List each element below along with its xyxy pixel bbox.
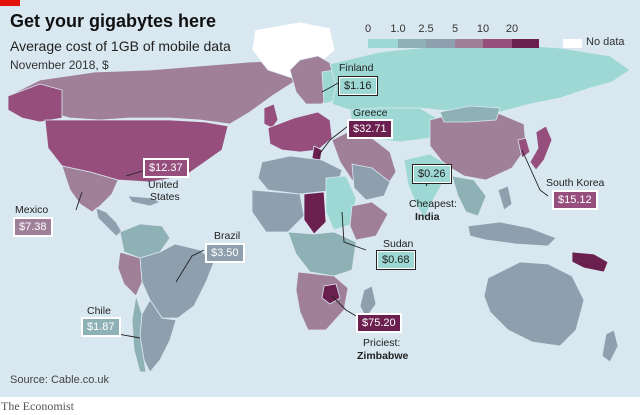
us-price: $12.37 — [143, 158, 189, 178]
zimbabwe-label: Zimbabwe — [357, 350, 409, 362]
finland-price: $1.16 — [338, 76, 378, 96]
legend-swatch-3 — [455, 39, 483, 48]
mexico-price: $7.38 — [13, 217, 53, 237]
madagascar-shape — [359, 285, 377, 319]
finland-leader — [321, 81, 341, 93]
alaska-shape — [7, 83, 63, 123]
greece-label: Greece — [353, 107, 388, 119]
southern-africa-shape — [295, 271, 349, 331]
legend-swatch-0 — [368, 39, 398, 48]
mongolia-shape — [439, 105, 501, 123]
south-korea-label: South Korea — [546, 177, 605, 189]
uk-shape — [263, 103, 279, 129]
legend-tick: 20 — [505, 23, 519, 35]
brazil-leader — [175, 249, 205, 283]
legend-swatch-4 — [483, 39, 512, 48]
new-zealand-shape — [601, 329, 619, 363]
andes-shape — [117, 251, 143, 297]
brand-red-tag — [0, 0, 20, 6]
map-panel: Get your gigabytes here Average cost of … — [0, 0, 640, 397]
south-korea-price: $15.12 — [552, 190, 598, 210]
chart-date-unit: November 2018, $ — [10, 58, 109, 72]
greece-price: $32.71 — [347, 119, 393, 139]
mexico-label: Mexico — [15, 204, 49, 216]
chile-price: $1.87 — [81, 317, 121, 337]
zimbabwe-price: $75.20 — [356, 313, 402, 333]
chile-shape — [131, 295, 147, 373]
legend-nodata-swatch — [563, 39, 582, 48]
canada-shape — [9, 59, 301, 125]
colombia-venezuela-shape — [119, 223, 171, 259]
chart-title: Get your gigabytes here — [10, 11, 217, 31]
legend-tick: 10 — [476, 23, 490, 35]
chile-label: Chile — [87, 305, 111, 317]
sudan-label: Sudan — [383, 238, 414, 250]
legend-tick: 1.0 — [390, 23, 406, 35]
japan-shape — [529, 125, 553, 171]
zimbabwe-leader — [331, 295, 357, 317]
legend-swatch-1 — [398, 39, 426, 48]
arabia-shape — [351, 163, 391, 201]
chile-leader — [117, 333, 141, 339]
india-label-prefix: Cheapest: — [409, 198, 457, 210]
ethiopia-shape — [349, 201, 389, 241]
west-africa-shape — [251, 189, 305, 233]
legend-tick: 2.5 — [418, 23, 434, 35]
greece-leader — [317, 125, 349, 157]
finland-label: Finland — [339, 62, 374, 74]
caribbean-shape — [127, 195, 161, 207]
sudan-price: $0.68 — [376, 250, 416, 270]
chart-subtitle: Average cost of 1GB of mobile data — [10, 38, 231, 54]
legend-nodata-label: No data — [586, 36, 625, 48]
brazil-price: $3.50 — [205, 243, 245, 263]
mexico-shape — [61, 165, 119, 213]
mexico-leader — [75, 191, 83, 211]
indonesia-shape — [467, 221, 557, 247]
south-korea-leader — [521, 149, 549, 197]
sudan-leader — [341, 211, 367, 251]
world-map — [7, 21, 631, 373]
zimbabwe-label-prefix: Priciest: — [363, 337, 401, 349]
central-africa-shape — [287, 231, 357, 277]
legend-swatch-2 — [426, 39, 455, 48]
us-label-line2: States — [150, 191, 180, 203]
southeast-asia-shape — [451, 175, 487, 217]
publisher-footer: The Economist — [1, 399, 74, 413]
australia-shape — [483, 261, 585, 347]
india-label: India — [415, 211, 440, 223]
western-europe-shape — [267, 111, 333, 153]
source-note: Source: Cable.co.uk — [10, 374, 110, 386]
legend-tick: 5 — [451, 23, 459, 35]
india-price: $0.26 — [412, 164, 452, 184]
korea-shape — [517, 137, 531, 159]
us-leader — [125, 169, 147, 177]
chad-shape — [303, 191, 327, 235]
brazil-label: Brazil — [214, 230, 241, 242]
png-shape — [571, 251, 609, 273]
philippines-shape — [497, 185, 513, 211]
central-america-shape — [95, 207, 123, 237]
legend-swatch-5 — [512, 39, 539, 48]
legend-tick: 0 — [364, 23, 372, 35]
us-label-line1: United — [148, 179, 179, 191]
